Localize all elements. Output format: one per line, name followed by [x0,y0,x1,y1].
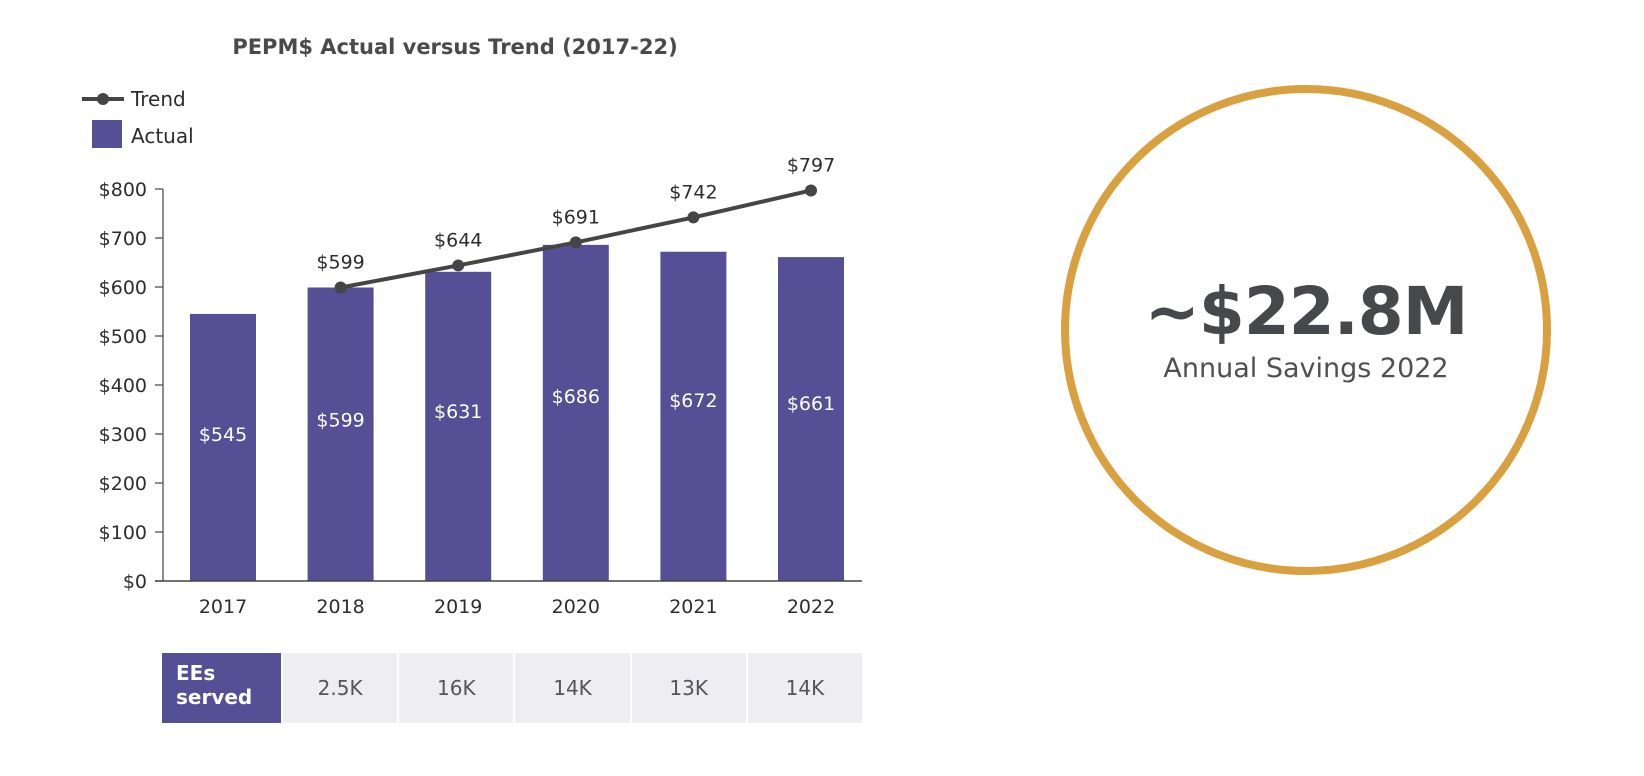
trend-point-2019 [452,259,465,272]
bar-value-label: $631 [434,401,482,423]
ees-served-header: EEs served [162,653,281,723]
bar-value-label: $545 [199,424,247,446]
y-tick-label: $600 [99,277,147,299]
bar-value-label: $686 [552,386,600,408]
legend-trend-label: Trend [130,87,186,111]
y-axis: $0 $100 $200 $300 $400 $500 $600 $700 $800 [99,179,164,593]
x-tick-label: 2021 [669,596,717,618]
trend-point-2022 [805,184,817,197]
bars: $545 $599 $631 $686 $672 $661 [190,244,844,582]
bar-actual-2022 [778,257,844,581]
bar-actual-2020 [542,244,609,582]
legend-trend-marker-icon [97,93,109,105]
legend-actual-label: Actual [131,124,194,148]
x-tick-label: 2022 [787,596,835,618]
bar-actual-2017 [190,313,256,581]
trend-line: $599 $644 $691 $742 $797 [316,154,835,294]
bar-actual-2021 [660,251,727,581]
bar-value-label: $672 [669,390,717,412]
ees-cell-2022: 14K [747,653,863,723]
bar-value-label: $661 [787,393,835,415]
y-tick-label: $500 [99,326,147,348]
y-tick-label: $200 [99,473,147,495]
trend-point-2020 [569,236,582,249]
ees-served-table: EEs served 2.5K 16K 14K 13K 14K [162,653,863,723]
ees-cell-2020: 14K [515,653,630,723]
trend-point-2018 [334,281,347,294]
trend-point-2021 [687,211,700,224]
ees-cell-2021: 13K [631,653,746,723]
savings-label: Annual Savings 2022 [1163,352,1449,384]
x-tick-label: 2017 [199,596,247,618]
bar-value-label: $599 [316,410,364,432]
x-tick-label: 2018 [316,596,364,618]
y-tick-label: $400 [99,375,147,397]
y-tick-label: $100 [99,522,147,544]
chart-title: PEPM$ Actual versus Trend (2017-22) [232,35,677,59]
y-tick-label: $0 [123,571,147,593]
trend-value-label: $644 [434,229,482,251]
trend-value-label: $599 [316,251,364,273]
x-tick-label: 2019 [434,596,482,618]
ees-cell-2018: 2.5K [283,653,398,723]
y-tick-label: $700 [99,228,147,250]
savings-ring: ~$22.8M Annual Savings 2022 [1061,85,1551,575]
x-tick-label: 2020 [552,596,600,618]
x-axis: 2017 2018 2019 2020 2021 2022 [155,580,862,618]
bar-actual-2018 [307,287,374,581]
legend-actual-swatch-icon [92,120,122,148]
trend-value-label: $691 [552,206,600,228]
trend-value-label: $742 [669,181,717,203]
savings-value: ~$22.8M [1144,272,1469,350]
bar-actual-2019 [425,271,492,581]
pepm-chart: PEPM$ Actual versus Trend (2017-22) Tren… [82,35,862,618]
legend: Trend Actual [82,87,194,148]
y-tick-label: $300 [99,424,147,446]
trend-value-label: $797 [787,154,835,176]
y-tick-label: $800 [99,179,147,201]
ees-cell-2019: 16K [399,653,514,723]
